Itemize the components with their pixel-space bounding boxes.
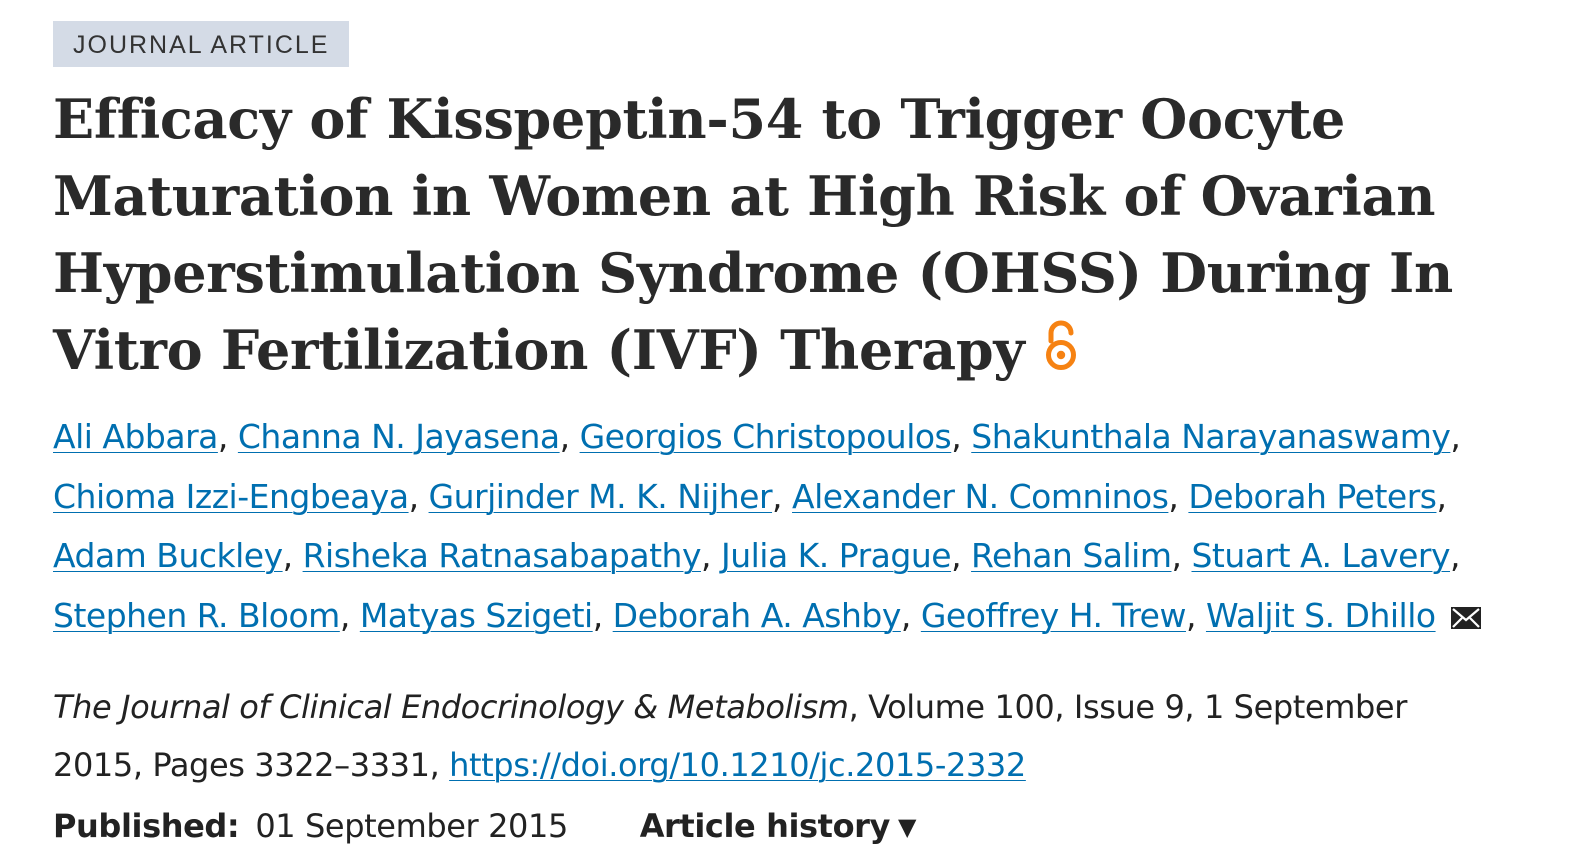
author-list: Ali Abbara, Channa N. Jayasena, Georgios…: [53, 407, 1543, 648]
author-link[interactable]: Ali Abbara: [53, 417, 218, 456]
doi-link[interactable]: https://doi.org/10.1210/jc.2015-2332: [449, 746, 1026, 784]
article-type-badge: JOURNAL ARTICLE: [53, 21, 350, 67]
author-link[interactable]: Julia K. Prague: [720, 536, 952, 575]
author-link[interactable]: Deborah Peters: [1188, 476, 1437, 516]
article-title-text: Efficacy of Kisspeptin-54 to Trigger Ooc…: [53, 87, 1453, 382]
author-link[interactable]: Matyas Szigeti: [359, 595, 593, 635]
published-date: 01 September 2015: [255, 807, 568, 845]
article-header: JOURNAL ARTICLE Efficacy of Kisspeptin-5…: [53, 21, 1553, 857]
journal-name: The Journal of Clinical Endocrinology & …: [53, 688, 849, 726]
published-label: Published:: [53, 807, 240, 845]
caret-down-icon: ▼: [898, 813, 917, 841]
publication-info: Published: 01 September 2015 Article hist…: [53, 796, 1553, 857]
author-link[interactable]: Deborah A. Ashby: [612, 595, 902, 635]
citation-details: 2015, Pages 3322–3331,: [53, 746, 450, 784]
author-link[interactable]: Gurjinder M. K. Nijher: [428, 476, 773, 516]
author-link[interactable]: Risheka Ratnasabapathy: [302, 536, 702, 575]
author-link[interactable]: Chioma Izzi-Engbeaya: [53, 476, 409, 516]
author-line: Ali Abbara, Channa N. Jayasena, Georgios…: [53, 417, 1461, 456]
author-line: Stephen R. Bloom, Matyas Szigeti, Debora…: [53, 586, 1543, 649]
author-link[interactable]: Adam Buckley: [53, 536, 283, 575]
author-line: Adam Buckley, Risheka Ratnasabapathy, Ju…: [53, 536, 1461, 575]
citation-details: , Volume 100, Issue 9, 1 September: [848, 688, 1408, 726]
author-link[interactable]: Stuart A. Lavery: [1191, 536, 1451, 575]
envelope-icon[interactable]: [1450, 589, 1482, 649]
article-history-button[interactable]: Article history ▼: [639, 796, 917, 857]
author-link[interactable]: Alexander N. Comninos: [792, 476, 1169, 516]
author-line: Chioma Izzi-Engbeaya, Gurjinder M. K. Ni…: [53, 476, 1447, 516]
author-link[interactable]: Shakunthala Narayanaswamy: [971, 417, 1451, 456]
author-link[interactable]: Waljit S. Dhillo: [1205, 595, 1436, 635]
open-access-icon: [1042, 316, 1080, 393]
author-link[interactable]: Geoffrey H. Trew: [920, 595, 1187, 635]
author-link[interactable]: Channa N. Jayasena: [237, 417, 560, 456]
citation: The Journal of Clinical Endocrinology & …: [53, 678, 1473, 794]
article-title: Efficacy of Kisspeptin-54 to Trigger Ooc…: [53, 81, 1533, 393]
author-link[interactable]: Georgios Christopoulos: [579, 417, 952, 456]
article-history-label: Article history: [639, 807, 891, 845]
author-link[interactable]: Rehan Salim: [971, 536, 1172, 575]
author-link[interactable]: Stephen R. Bloom: [53, 595, 340, 635]
